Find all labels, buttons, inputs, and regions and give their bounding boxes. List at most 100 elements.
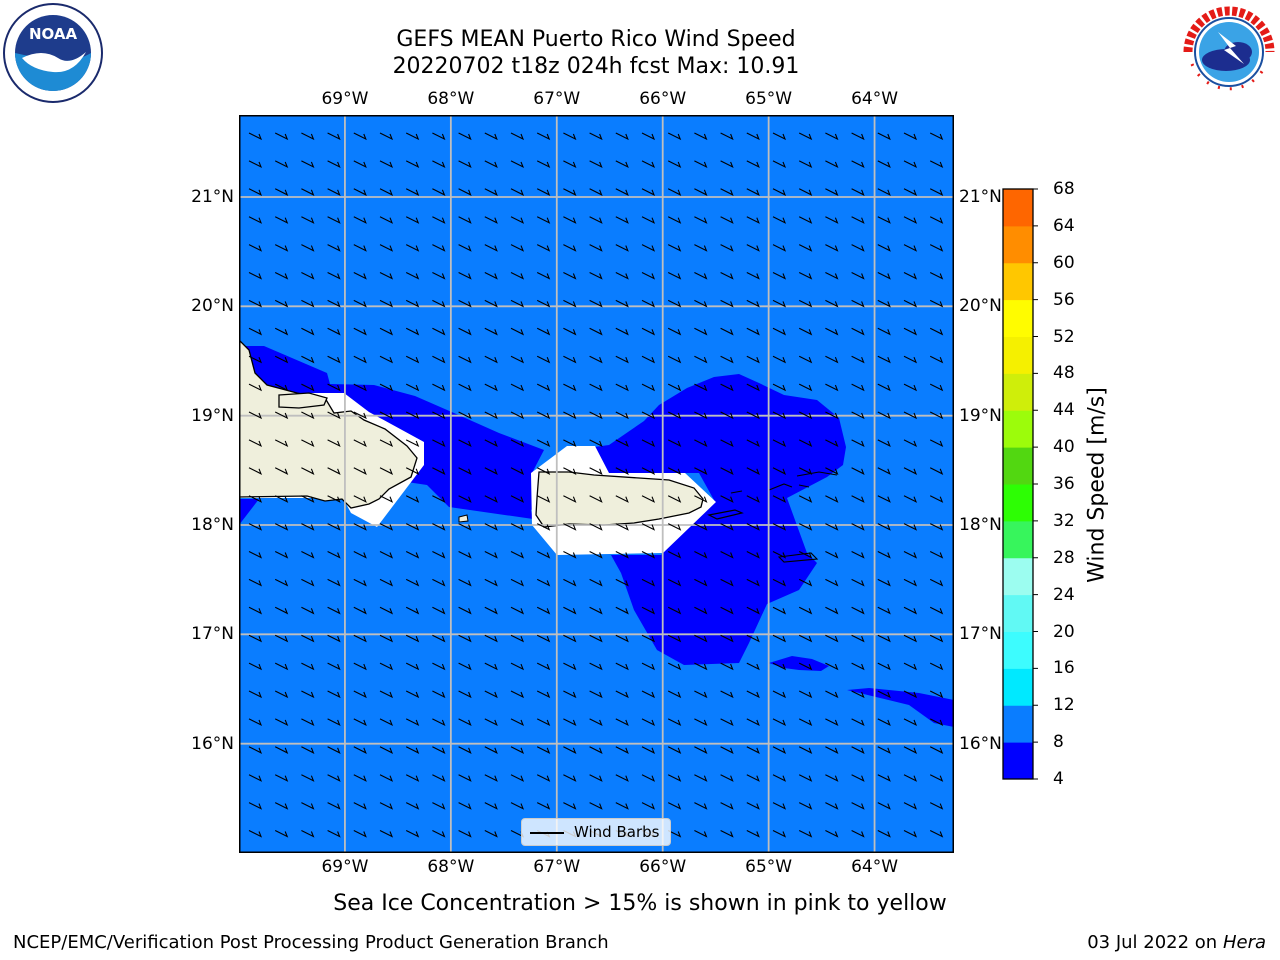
wind-barb [825, 467, 839, 475]
wind-barb [405, 272, 420, 280]
legend-label: Wind Barbs [574, 823, 660, 841]
wind-barb [484, 774, 498, 782]
wind-barb [353, 523, 367, 531]
wind-barb [510, 578, 525, 587]
wind-barb [694, 662, 708, 671]
wind-barb [274, 746, 289, 754]
wind-barb [327, 718, 341, 727]
wind-barb [405, 216, 420, 224]
wind-barb [851, 244, 865, 252]
wind-barb [877, 662, 891, 671]
wind-barb [589, 216, 603, 224]
wind-barb [615, 439, 629, 448]
wind-barb [720, 244, 734, 252]
wind-barb [353, 774, 367, 782]
wind-barb [825, 244, 839, 252]
wind-barb [641, 216, 656, 224]
wind-barb [798, 523, 813, 531]
colorbar-tick-label: 56 [1053, 289, 1075, 310]
wind-barb [641, 802, 656, 810]
wind-barb [353, 551, 367, 559]
wind-barb [563, 523, 577, 531]
wind-barb [327, 272, 341, 280]
wind-barb [274, 216, 289, 224]
wind-barb [851, 830, 865, 838]
wind-barb [327, 327, 341, 336]
wind-barb [458, 774, 472, 782]
wind-barb [798, 188, 813, 196]
wind-barb [772, 272, 787, 280]
wind-barb [536, 523, 551, 531]
wind-barb [772, 802, 787, 810]
colorbar-tick-label: 28 [1053, 547, 1075, 568]
wind-barb [301, 244, 315, 252]
wind-barb [746, 439, 760, 448]
wind-barb [484, 383, 498, 392]
wind-barb [772, 160, 787, 169]
wind-barb [248, 718, 263, 727]
wind-barb [510, 216, 525, 224]
colorbar-tick-label: 68 [1053, 179, 1075, 199]
wind-barb [825, 774, 839, 782]
wind-barb [615, 746, 629, 754]
wind-barb [510, 244, 525, 252]
wind-barb [248, 383, 263, 392]
wind-barb [851, 606, 865, 615]
lat-label-right: 21°N [959, 187, 1002, 207]
wind-barb [667, 188, 682, 196]
wind-barb [825, 802, 839, 810]
wind-barb [274, 299, 289, 308]
wind-barb [798, 355, 813, 364]
colorbar-segment [1003, 594, 1033, 632]
wind-barb [432, 439, 446, 448]
wind-barb [484, 467, 498, 475]
wind-barb [694, 244, 708, 252]
lon-label-bottom: 66°W [639, 857, 687, 877]
wind-barb [379, 132, 394, 141]
wind-barb [379, 272, 394, 280]
wind-barb [432, 411, 446, 420]
wind-barb [353, 160, 367, 169]
wind-barb [301, 802, 315, 810]
wind-barb [746, 272, 760, 280]
wind-barb [589, 439, 603, 448]
wind-contour-south-hispaniola [239, 499, 259, 525]
wind-barb [589, 411, 603, 420]
wind-barb [825, 327, 839, 336]
wind-barb [379, 718, 394, 727]
wind-barb [510, 327, 525, 336]
wind-barb [510, 132, 525, 141]
wind-barb [825, 746, 839, 754]
wind-barb [615, 355, 629, 364]
wind-barb [720, 578, 734, 587]
wind-barb [903, 467, 918, 475]
wind-barb [379, 802, 394, 810]
colorbar-segment [1003, 742, 1033, 780]
wind-barb [274, 523, 289, 531]
wind-barb [563, 272, 577, 280]
wind-barb [772, 774, 787, 782]
lon-label-top: 64°W [851, 89, 899, 109]
wind-barb [694, 774, 708, 782]
wind-barb [327, 383, 341, 392]
wind-barb [405, 188, 420, 196]
wind-barb [536, 216, 551, 224]
wind-barb [405, 244, 420, 252]
wind-barb [432, 495, 446, 503]
lat-label-right: 20°N [959, 296, 1002, 317]
wind-barb [248, 830, 263, 838]
wind-barb [274, 802, 289, 810]
footer-date-text: 03 Jul 2022 on [1087, 932, 1223, 953]
wind-barb [563, 411, 577, 420]
wind-barb [458, 467, 472, 475]
wind-barb [641, 774, 656, 782]
wind-barb [825, 355, 839, 364]
wind-barb [641, 383, 656, 392]
wind-barb [432, 188, 446, 196]
wind-barb [248, 578, 263, 587]
wind-barb [432, 662, 446, 671]
wind-barb [589, 523, 603, 531]
wind-barb [536, 495, 551, 503]
wind-barb [327, 634, 341, 643]
wind-barb [694, 160, 708, 169]
